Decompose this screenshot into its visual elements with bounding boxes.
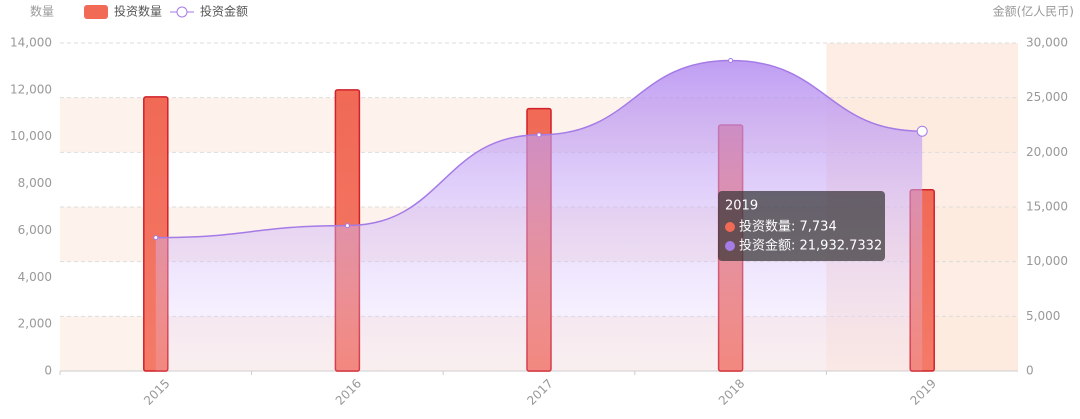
- y2-tick-label: 20,000: [1026, 145, 1068, 159]
- tooltip-marker: [725, 222, 735, 232]
- legend-swatch: [176, 6, 188, 18]
- legend-label: 投资数量: [114, 4, 162, 19]
- y2-tick-label: 5,000: [1026, 309, 1060, 323]
- point: [153, 235, 159, 241]
- x-tick-label: 2015: [141, 376, 172, 407]
- point: [344, 223, 350, 229]
- y-tick-label: 2,000: [18, 317, 52, 331]
- legend-label: 投资金额: [200, 4, 248, 19]
- y2-tick-label: 25,000: [1026, 90, 1068, 104]
- tooltip-marker: [725, 241, 735, 251]
- legend-swatch: [84, 5, 108, 19]
- tooltip-item: 投资金额: 21,932.7332: [739, 238, 882, 254]
- y-tick-label: 0: [44, 364, 52, 378]
- tooltip-title: 2019: [725, 199, 758, 214]
- x-tick-label: 2019: [908, 376, 939, 407]
- point: [916, 125, 928, 137]
- y-tick-label: 10,000: [10, 129, 52, 143]
- y2-tick-label: 15,000: [1026, 200, 1068, 214]
- y2-tick-label: 0: [1026, 364, 1034, 378]
- y-tick-label: 8,000: [18, 176, 52, 190]
- y-tick-label: 6,000: [18, 223, 52, 237]
- y-tick-label: 4,000: [18, 270, 52, 284]
- x-tick-label: 2017: [524, 376, 555, 407]
- point: [536, 132, 542, 138]
- y2-tick-label: 10,000: [1026, 254, 1068, 268]
- y2-axis-title: 金额(亿人民币): [993, 4, 1074, 19]
- y-tick-label: 14,000: [10, 36, 52, 50]
- y-axis-title: 数量: [30, 4, 54, 19]
- y2-tick-label: 30,000: [1026, 36, 1068, 50]
- y-tick-label: 12,000: [10, 82, 52, 96]
- area: [155, 60, 923, 371]
- point: [728, 57, 734, 63]
- tooltip-item: 投资数量: 7,734: [739, 219, 837, 235]
- x-tick-label: 2016: [333, 376, 364, 407]
- x-tick-label: 2018: [716, 376, 747, 407]
- tooltip: [718, 191, 885, 261]
